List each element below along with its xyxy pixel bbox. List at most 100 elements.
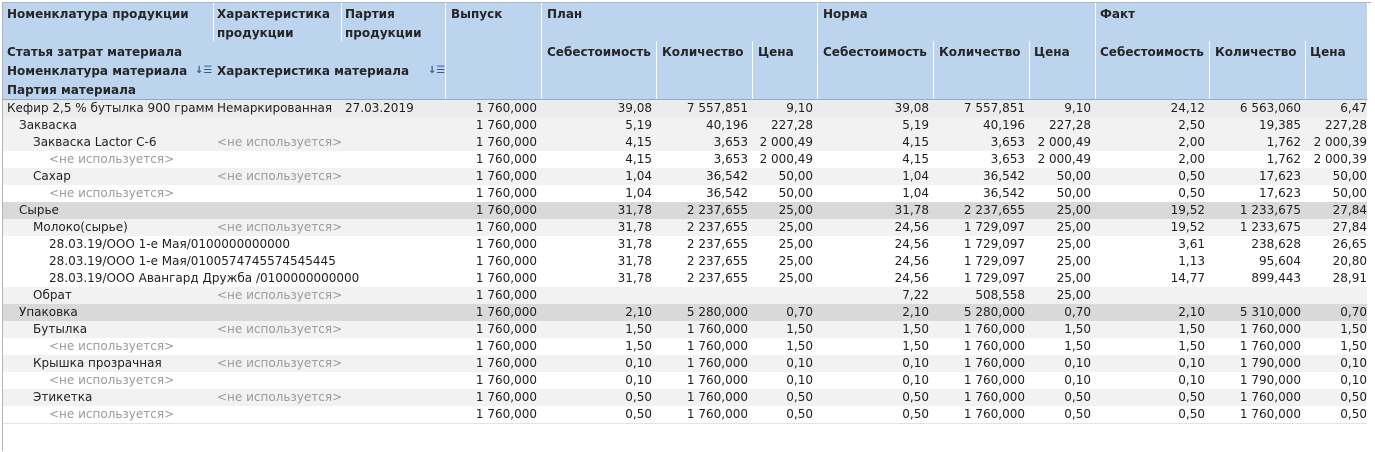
header-cost-item[interactable]: Статья затрат материала [7, 45, 183, 59]
cell-nq: 1 760,000 [963, 339, 1025, 353]
row-name: Молоко(сырье) [33, 220, 128, 234]
table-row[interactable]: <не используется> 1 760,000 1,04 36,542 50,0… [3, 185, 1371, 203]
table-row[interactable]: Кефир 2,5 % бутылка 900 грамм Немаркирова… [3, 100, 1371, 118]
cell-nc: 0,50 [902, 390, 929, 404]
header-material-batch[interactable]: Партия материала [7, 83, 136, 97]
cell-pc: 2,10 [625, 305, 652, 319]
cell-np: 25,00 [1056, 237, 1091, 251]
header-plan-price[interactable]: Цена [758, 45, 794, 59]
table-row[interactable]: <не используется> 1 760,000 4,15 3,653 2 000… [3, 151, 1371, 169]
row-name: Крышка прозрачная [33, 356, 162, 370]
row-characteristic: <не используется> [217, 135, 343, 149]
header-batch-product[interactable]: Партия [345, 7, 395, 21]
header-fact-qty[interactable]: Количество [1215, 45, 1297, 59]
cell-pq: 5 280,000 [686, 305, 748, 319]
cell-fc: 2,10 [1178, 305, 1205, 319]
cell-pq: 2 237,655 [686, 237, 748, 251]
cell-fc: 14,77 [1170, 271, 1205, 285]
table-row[interactable]: Сахар <не используется> 1 760,000 1,04 36,54… [3, 168, 1371, 186]
cell-pq: 3,653 [713, 135, 748, 149]
header-norm-price[interactable]: Цена [1034, 45, 1070, 59]
row-name: 28.03.19/ООО 1-е Мая/0100000000000 [49, 237, 291, 251]
cell-nc: 1,04 [902, 169, 929, 183]
header-norm-qty[interactable]: Количество [939, 45, 1021, 59]
cell-fc: 19,52 [1170, 203, 1205, 217]
header-material-char[interactable]: Характеристика материала [217, 64, 410, 78]
header-product[interactable]: Номенклатура продукции [7, 7, 189, 21]
table-row[interactable]: 28.03.19/ООО 1-е Мая/0100000000000 1 760,… [3, 236, 1371, 254]
header-material[interactable]: Номенклатура материала [7, 64, 188, 78]
cell-out: 1 760,000 [475, 118, 537, 132]
table-row[interactable]: Этикетка <не используется> 1 760,000 0,50 1 … [3, 389, 1371, 407]
cell-fp: 1,50 [1340, 322, 1367, 336]
header-fact-cost[interactable]: Себестоимость [1100, 45, 1204, 59]
cell-np: 25,00 [1056, 203, 1091, 217]
scrollbar[interactable] [1367, 3, 1371, 451]
cell-out: 1 760,000 [475, 237, 537, 251]
cell-nq: 36,542 [983, 169, 1025, 183]
header-char-product[interactable]: Характеристика [217, 7, 330, 21]
cell-pp: 9,10 [786, 101, 813, 115]
header-divider [213, 3, 214, 41]
header-plan-qty[interactable]: Количество [662, 45, 744, 59]
cell-pc: 31,78 [617, 237, 652, 251]
table-row[interactable]: <не используется> 1 760,000 1,50 1 760,000 1… [3, 338, 1371, 356]
header-norm-cost[interactable]: Себестоимость [823, 45, 927, 59]
cell-fp: 27,84 [1332, 203, 1367, 217]
cell-fq: 1,762 [1266, 135, 1301, 149]
row-name: <не используется> [49, 186, 175, 200]
cell-pc: 1,04 [625, 169, 652, 183]
table-row[interactable]: Закваска Lactor C-6 <не используется> 1 76… [3, 134, 1371, 152]
table-row[interactable]: Упаковка 1 760,000 2,10 5 280,000 0,70 2,10 5 … [3, 304, 1371, 322]
cell-nc: 1,50 [902, 322, 929, 336]
cell-nc: 1,50 [902, 339, 929, 353]
sort-icon[interactable]: ↓☰ [195, 65, 213, 76]
row-name: <не используется> [49, 373, 175, 387]
table-row[interactable]: Сырье 1 760,000 31,78 2 237,655 25,00 31,78 2 … [3, 202, 1371, 220]
sort-icon[interactable]: ↓☰ [428, 65, 446, 76]
cell-pq: 36,542 [706, 169, 748, 183]
row-name: Сырье [19, 203, 59, 217]
cell-np: 2 000,49 [1037, 152, 1091, 166]
cell-nq: 1 760,000 [963, 390, 1025, 404]
row-name: 28.03.19/ООО 1-е Мая/0100574745574545445 [49, 254, 336, 268]
cell-out: 1 760,000 [475, 288, 537, 302]
header-output[interactable]: Выпуск [451, 7, 503, 21]
row-name: 28.03.19/ООО Авангард Дружба /0100000000… [49, 271, 360, 285]
cell-pp: 25,00 [778, 203, 813, 217]
cell-out: 1 760,000 [475, 322, 537, 336]
table-row[interactable]: Бутылка <не используется> 1 760,000 1,50 1 7… [3, 321, 1371, 339]
cell-nc: 24,56 [894, 220, 929, 234]
table-row[interactable]: Закваска 1 760,000 5,19 40,196 227,28 5,19 40,… [3, 117, 1371, 135]
cell-fq: 1 760,000 [1239, 322, 1301, 336]
table-row[interactable]: Крышка прозрачная <не используется> 1 760,… [3, 355, 1371, 373]
row-characteristic: <не используется> [217, 220, 343, 234]
cell-pp: 0,70 [786, 305, 813, 319]
cell-pq: 2 237,655 [686, 254, 748, 268]
header-plan-cost[interactable]: Себестоимость [547, 45, 651, 59]
cell-nc: 39,08 [894, 101, 929, 115]
table-row[interactable]: <не используется> 1 760,000 0,50 1 760,000 0… [3, 406, 1371, 424]
row-name: Упаковка [19, 305, 78, 319]
table-row[interactable]: Молоко(сырье) <не используется> 1 760,000 3… [3, 219, 1371, 237]
table-row[interactable]: 28.03.19/ООО 1-е Мая/0100574745574545445… [3, 253, 1371, 271]
table-row[interactable]: Обрат <не используется> 1 760,000 7,22 508,5… [3, 287, 1371, 305]
cell-np: 2 000,49 [1037, 135, 1091, 149]
cell-fc: 2,00 [1178, 135, 1205, 149]
cell-nq: 1 729,097 [963, 271, 1025, 285]
cell-fc: 24,12 [1170, 101, 1205, 115]
cell-nq: 5 280,000 [963, 305, 1025, 319]
cell-pq: 1 760,000 [686, 356, 748, 370]
header-divider [656, 41, 657, 99]
table-row[interactable]: <не используется> 1 760,000 0,10 1 760,000 0… [3, 372, 1371, 390]
cell-fp: 6,47 [1340, 101, 1367, 115]
header-fact-price[interactable]: Цена [1310, 45, 1346, 59]
cell-np: 25,00 [1056, 220, 1091, 234]
cell-fp: 20,80 [1332, 254, 1367, 268]
cell-pp: 2 000,49 [759, 152, 813, 166]
cell-fc: 0,10 [1178, 373, 1205, 387]
cell-nq: 1 760,000 [963, 322, 1025, 336]
cell-pp: 25,00 [778, 254, 813, 268]
cell-np: 50,00 [1056, 186, 1091, 200]
table-row[interactable]: 28.03.19/ООО Авангард Дружба /0100000000… [3, 270, 1371, 288]
